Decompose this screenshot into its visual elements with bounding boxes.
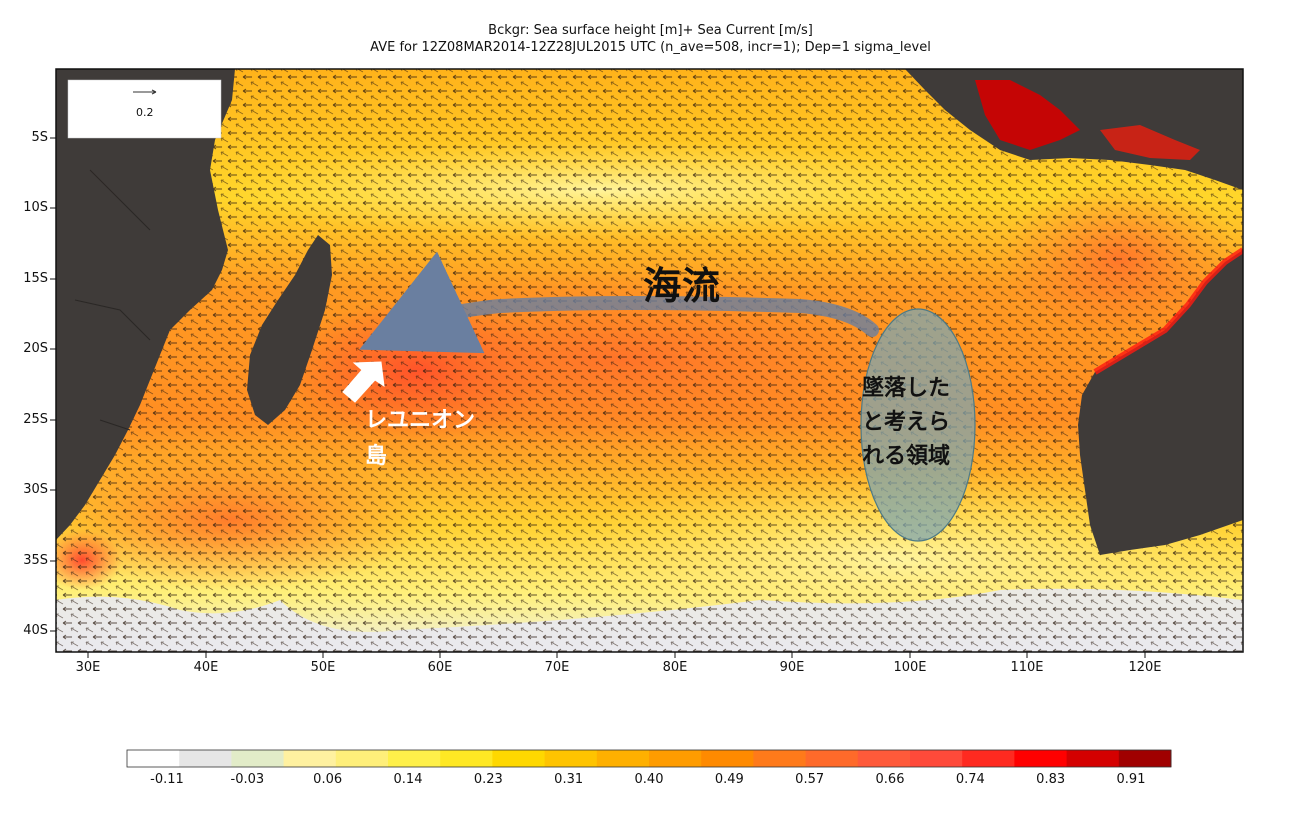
vector-legend-box	[67, 79, 222, 139]
colorbar-label: 0.66	[875, 772, 905, 787]
lon-label: 80E	[662, 660, 688, 675]
colorbar-label: -0.03	[230, 772, 265, 787]
colorbar-swatch	[492, 750, 546, 767]
colorbar-swatch	[1066, 750, 1120, 767]
colorbar-swatch	[753, 750, 807, 767]
reunion-pointer-arrow-icon	[342, 361, 385, 403]
current-arrow-annotation	[359, 251, 879, 354]
colorbar-label: 0.06	[313, 772, 343, 787]
lon-label: 40E	[193, 660, 219, 675]
map-title-line1: Bckgr: Sea surface height [m]+ Sea Curre…	[488, 23, 813, 38]
map-title-line2: AVE for 12Z08MAR2014-12Z28JUL2015 UTC (n…	[370, 40, 931, 55]
lon-label: 50E	[310, 660, 336, 675]
lat-label: 25S	[23, 412, 48, 427]
colorbar-swatch	[910, 750, 963, 767]
lat-label: 5S	[31, 130, 48, 145]
reunion-label-line2: 島	[365, 444, 388, 469]
crash-area-label-line3: れる領域	[862, 444, 951, 469]
lon-label: 70E	[544, 660, 570, 675]
colorbar-swatch	[335, 750, 389, 767]
colorbar-swatch	[179, 750, 232, 767]
lat-label: 20S	[23, 341, 48, 356]
colorbar-label: 0.40	[634, 772, 664, 787]
crash-area-ellipse	[860, 308, 976, 542]
lat-label: 30S	[23, 482, 48, 497]
lat-label: 15S	[23, 271, 48, 286]
lon-label: 60E	[427, 660, 453, 675]
land-africa	[56, 69, 235, 540]
colorbar-swatch	[231, 750, 285, 767]
lon-label: 90E	[779, 660, 805, 675]
crash-area-label-line2: と考えら	[862, 410, 951, 435]
lon-label: 110E	[1010, 660, 1044, 675]
colorbar-swatch	[127, 750, 180, 767]
lat-label: 40S	[23, 623, 48, 638]
colorbar-swatch	[388, 750, 441, 767]
lon-label: 30E	[75, 660, 101, 675]
crash-area-label: 墜落した と考えら れる領域	[862, 372, 992, 474]
colorbar-swatch	[544, 750, 598, 767]
land-australia	[1078, 250, 1243, 555]
colorbar-swatch	[440, 750, 493, 767]
colorbar-label: 0.14	[393, 772, 423, 787]
crash-area-label-line1: 墜落した	[862, 376, 951, 401]
colorbar-label: 0.83	[1036, 772, 1066, 787]
colorbar-swatch	[701, 750, 754, 767]
colorbar-label: 0.49	[714, 772, 744, 787]
colorbar-label: 0.74	[955, 772, 985, 787]
colorbar-swatch	[857, 750, 911, 767]
lon-label: 120E	[1128, 660, 1162, 675]
land-madagascar	[247, 235, 332, 425]
colorbar-swatch	[649, 750, 702, 767]
colorbar-label: 0.91	[1116, 772, 1146, 787]
colorbar-label: 0.31	[554, 772, 584, 787]
colorbar	[126, 749, 1172, 768]
colorbar-swatch	[596, 750, 650, 767]
lat-label: 35S	[23, 553, 48, 568]
colorbar-label: 0.23	[473, 772, 503, 787]
current-label: 海流	[643, 264, 722, 308]
vector-legend-value: 0.2	[136, 106, 154, 119]
colorbar-label: -0.11	[150, 772, 184, 787]
vector-legend-arrow-icon	[133, 89, 157, 95]
colorbar-label: 0.57	[795, 772, 825, 787]
lat-label: 10S	[23, 200, 48, 215]
lon-label: 100E	[893, 660, 927, 675]
colorbar-swatch	[1118, 750, 1172, 767]
map-frame	[55, 68, 1244, 653]
reunion-label-line1: レユニオン	[365, 408, 476, 433]
colorbar-swatch	[283, 750, 337, 767]
colorbar-swatch	[1014, 750, 1068, 767]
colorbar-swatch	[805, 750, 859, 767]
colorbar-swatch	[962, 750, 1015, 767]
colorbar-frame	[126, 749, 1172, 768]
